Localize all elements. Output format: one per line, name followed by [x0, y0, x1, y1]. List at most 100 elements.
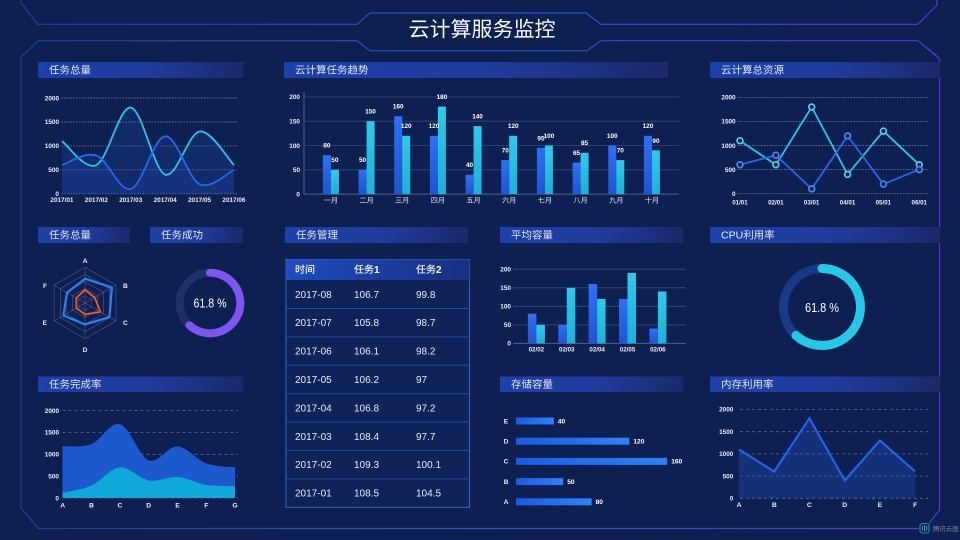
svg-text:50: 50 — [359, 157, 367, 164]
svg-text:500: 500 — [725, 167, 736, 174]
svg-text:108.5: 108.5 — [354, 489, 379, 500]
svg-text:500: 500 — [723, 473, 734, 480]
svg-text:02/03: 02/03 — [559, 347, 575, 354]
svg-text:150: 150 — [500, 285, 511, 292]
svg-text:98.7: 98.7 — [416, 318, 436, 329]
svg-text:02/04: 02/04 — [589, 347, 605, 354]
svg-text:D: D — [83, 347, 88, 354]
svg-text:2017-08: 2017-08 — [295, 290, 332, 301]
svg-text:99.8: 99.8 — [416, 290, 436, 301]
svg-text:E: E — [504, 418, 509, 425]
svg-text:C: C — [123, 320, 128, 327]
svg-text:F: F — [204, 502, 208, 509]
svg-text:A: A — [504, 499, 509, 506]
svg-text:2017/02: 2017/02 — [85, 197, 109, 204]
svg-text:100: 100 — [607, 133, 618, 140]
svg-text:1: 1 — [374, 265, 380, 276]
svg-text:500: 500 — [48, 473, 59, 480]
svg-text:180: 180 — [437, 94, 448, 101]
svg-text:2017-04: 2017-04 — [295, 403, 332, 414]
svg-text:106.1: 106.1 — [354, 347, 379, 358]
svg-text:1500: 1500 — [721, 119, 736, 126]
svg-text:2000: 2000 — [45, 408, 60, 415]
svg-text:E: E — [878, 502, 883, 509]
svg-text:200: 200 — [500, 267, 511, 274]
svg-text:03/01: 03/01 — [804, 199, 820, 206]
svg-text:500: 500 — [48, 167, 59, 174]
svg-text:1500: 1500 — [45, 430, 60, 437]
svg-text:2017-07: 2017-07 — [295, 318, 332, 329]
svg-text:109.3: 109.3 — [354, 460, 379, 471]
svg-text:0: 0 — [55, 495, 59, 502]
svg-text:1500: 1500 — [45, 119, 60, 126]
svg-text:100: 100 — [289, 143, 300, 150]
svg-text:2: 2 — [436, 265, 442, 276]
svg-text:0: 0 — [730, 496, 734, 503]
svg-text:97.7: 97.7 — [416, 432, 436, 443]
svg-text:B: B — [504, 479, 509, 486]
svg-text:F: F — [913, 502, 917, 509]
svg-text:97.2: 97.2 — [416, 403, 436, 414]
svg-text:A: A — [737, 502, 742, 509]
svg-text:61.8 %: 61.8 % — [805, 300, 839, 315]
svg-text:05/01: 05/01 — [876, 199, 892, 206]
svg-text:2017/03: 2017/03 — [119, 197, 143, 204]
svg-text:B: B — [772, 502, 777, 509]
svg-text:1000: 1000 — [719, 451, 734, 458]
svg-text:D: D — [146, 502, 151, 509]
svg-text:2017-03: 2017-03 — [295, 432, 332, 443]
svg-text:120: 120 — [429, 123, 440, 130]
svg-text:106.7: 106.7 — [354, 290, 379, 301]
svg-text:105.8: 105.8 — [354, 318, 379, 329]
svg-text:150: 150 — [289, 119, 300, 126]
svg-text:80: 80 — [596, 499, 604, 506]
svg-text:2000: 2000 — [719, 407, 734, 414]
svg-text:2017-01: 2017-01 — [295, 489, 332, 500]
svg-text:A: A — [83, 258, 88, 265]
svg-text:2017/04: 2017/04 — [154, 197, 178, 204]
svg-text:02/01: 02/01 — [768, 199, 784, 206]
svg-text:160: 160 — [393, 104, 404, 111]
svg-text:61.8 %: 61.8 % — [194, 297, 227, 311]
svg-text:C: C — [118, 502, 123, 509]
svg-text:50: 50 — [331, 157, 339, 164]
svg-text:95: 95 — [537, 135, 545, 142]
svg-text:1000: 1000 — [45, 452, 60, 459]
svg-text:2017-06: 2017-06 — [295, 347, 332, 358]
svg-text:40: 40 — [466, 162, 474, 169]
svg-text:E: E — [175, 502, 180, 509]
svg-text:104.5: 104.5 — [416, 489, 441, 500]
svg-text:150: 150 — [365, 109, 376, 116]
svg-text:100.1: 100.1 — [416, 460, 441, 471]
svg-text:1000: 1000 — [721, 143, 736, 150]
svg-text:E: E — [43, 320, 48, 327]
svg-text:106.8: 106.8 — [354, 403, 379, 414]
svg-text:50: 50 — [567, 479, 575, 486]
svg-text:B: B — [123, 283, 128, 290]
svg-text:D: D — [842, 502, 847, 509]
svg-text:120: 120 — [401, 123, 412, 130]
svg-text:65: 65 — [573, 150, 581, 157]
svg-text:2017/06: 2017/06 — [222, 197, 246, 204]
svg-text:120: 120 — [633, 439, 644, 446]
svg-text:120: 120 — [643, 123, 654, 130]
svg-text:70: 70 — [502, 148, 510, 155]
svg-text:B: B — [89, 502, 94, 509]
svg-text:160: 160 — [671, 459, 682, 466]
svg-text:CPU: CPU — [721, 230, 743, 242]
svg-text:2017/01: 2017/01 — [50, 197, 74, 204]
svg-text:98.2: 98.2 — [416, 347, 436, 358]
svg-text:100: 100 — [544, 133, 555, 140]
svg-text:1500: 1500 — [719, 429, 734, 436]
svg-text:50: 50 — [293, 167, 301, 174]
svg-text:70: 70 — [617, 148, 625, 155]
svg-text:0: 0 — [296, 191, 300, 198]
svg-text:200: 200 — [289, 94, 300, 101]
svg-text:2000: 2000 — [45, 95, 60, 102]
svg-text:85: 85 — [581, 140, 589, 147]
svg-text:C: C — [807, 502, 812, 509]
svg-text:2017/05: 2017/05 — [188, 197, 212, 204]
svg-text:02/02: 02/02 — [529, 347, 545, 354]
svg-text:140: 140 — [472, 114, 483, 121]
svg-text:2017-05: 2017-05 — [295, 375, 332, 386]
